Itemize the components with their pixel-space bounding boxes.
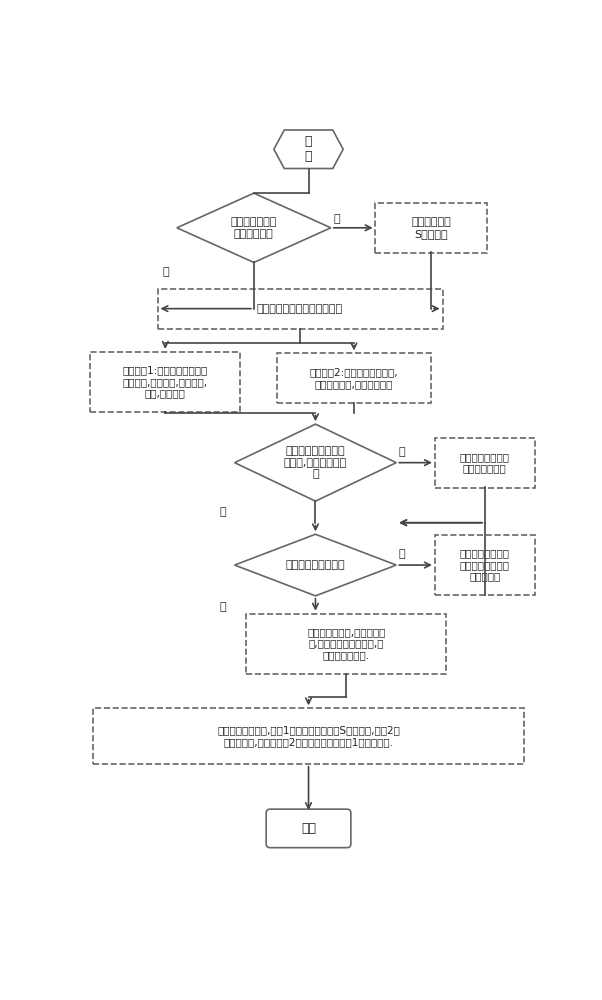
- Bar: [90, 352, 240, 412]
- Bar: [435, 535, 535, 595]
- Polygon shape: [235, 424, 396, 501]
- Bar: [93, 708, 524, 764]
- Text: 是: 是: [219, 602, 226, 612]
- Text: 是: 是: [219, 507, 226, 517]
- Polygon shape: [235, 534, 396, 596]
- Text: 按要求设置合适的
产品带宽和点数: 按要求设置合适的 产品带宽和点数: [460, 452, 510, 473]
- Text: 连接产品前矢网
是否经过校准: 连接产品前矢网 是否经过校准: [231, 217, 277, 239]
- FancyBboxPatch shape: [266, 809, 351, 848]
- Text: 完成时域设置后,改回频域测
试,测试电缆的反射参数,作
为电缆补偿数据.: 完成时域设置后,改回频域测 试,测试电缆的反射参数,作 为电缆补偿数据.: [307, 627, 385, 660]
- Bar: [277, 353, 431, 403]
- Text: 结束: 结束: [301, 822, 316, 835]
- Text: 测试通道2:保持测试电缆开路,
进入时域功能,设置相关参数: 测试通道2:保持测试电缆开路, 进入时域功能,设置相关参数: [309, 367, 399, 389]
- Text: 是否正确设置时间门: 是否正确设置时间门: [285, 560, 346, 570]
- Text: 是: 是: [163, 267, 170, 277]
- Text: 否: 否: [333, 214, 340, 224]
- Text: 否: 否: [399, 447, 405, 457]
- Bar: [435, 438, 535, 488]
- Text: 是否设置合适的带宽
和点数,避免混叠和模
糊: 是否设置合适的带宽 和点数,避免混叠和模 糊: [284, 446, 347, 479]
- Text: 连接矢网和被测件,通道1进行正常的被测件S参数测试,通道2作
为监测通道,将实时通道2的测试数据补偿通道1的测试结果.: 连接矢网和被测件,通道1进行正常的被测件S参数测试,通道2作 为监测通道,将实时…: [217, 725, 400, 747]
- Text: 将测试界面分为两个测试通道: 将测试界面分为两个测试通道: [257, 304, 343, 314]
- Text: 否: 否: [399, 549, 405, 559]
- Bar: [375, 203, 487, 253]
- Text: 开
始: 开 始: [305, 135, 312, 163]
- Polygon shape: [274, 130, 343, 169]
- Polygon shape: [177, 193, 331, 262]
- Text: 对矢网按标准
S参数校准: 对矢网按标准 S参数校准: [411, 217, 451, 239]
- Bar: [158, 289, 442, 329]
- Bar: [246, 614, 446, 674]
- Text: 时间门的位置应对
应测试电缆和被测
件的连接处: 时间门的位置应对 应测试电缆和被测 件的连接处: [460, 548, 510, 582]
- Text: 测试通道1:按要求设置产品的
测试功率,中心频率,测试带宽,
点数,中频带宽: 测试通道1:按要求设置产品的 测试功率,中心频率,测试带宽, 点数,中频带宽: [123, 365, 208, 398]
